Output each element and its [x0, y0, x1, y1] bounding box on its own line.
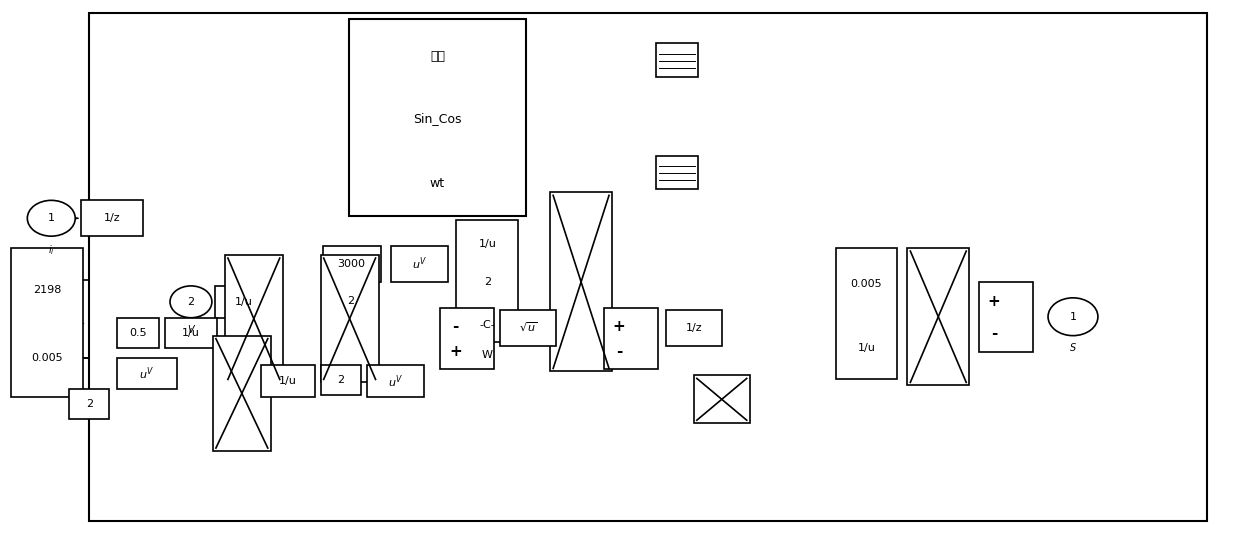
- Bar: [331, 286, 371, 316]
- Text: 2198: 2198: [33, 285, 62, 295]
- Text: 2: 2: [484, 277, 491, 287]
- Text: 1/u: 1/u: [279, 377, 296, 386]
- Text: 1/u: 1/u: [479, 239, 496, 249]
- Bar: [322, 246, 381, 282]
- Text: 1/u: 1/u: [182, 327, 200, 338]
- Bar: [321, 365, 361, 395]
- Ellipse shape: [1048, 298, 1097, 335]
- Text: 2: 2: [347, 296, 355, 306]
- Text: $u^V$: $u^V$: [139, 365, 155, 382]
- Ellipse shape: [27, 200, 76, 236]
- Text: 0.5: 0.5: [129, 327, 146, 338]
- Text: W: W: [482, 349, 492, 360]
- Text: 1/u: 1/u: [858, 342, 875, 353]
- Bar: [117, 318, 159, 348]
- Text: 2: 2: [187, 297, 195, 307]
- Bar: [11, 248, 83, 398]
- Bar: [656, 43, 698, 77]
- Bar: [666, 310, 722, 346]
- Text: -: -: [616, 344, 622, 359]
- Bar: [980, 282, 1033, 351]
- Text: 1/z: 1/z: [104, 213, 120, 223]
- Text: 3000: 3000: [337, 259, 366, 269]
- Text: 1: 1: [48, 213, 55, 223]
- Text: -: -: [453, 319, 459, 334]
- Bar: [456, 220, 518, 342]
- Bar: [69, 389, 109, 419]
- Bar: [694, 376, 750, 423]
- Bar: [165, 318, 217, 348]
- Text: Sin_Cos: Sin_Cos: [413, 112, 461, 125]
- Bar: [215, 286, 273, 318]
- Bar: [908, 248, 970, 385]
- Text: $u^V$: $u^V$: [412, 256, 427, 272]
- Text: 1: 1: [1069, 312, 1076, 322]
- Bar: [656, 156, 698, 189]
- Text: 频率: 频率: [430, 50, 445, 63]
- Bar: [81, 200, 143, 236]
- Ellipse shape: [170, 286, 212, 318]
- Bar: [836, 248, 898, 379]
- Text: -C-: -C-: [480, 320, 495, 330]
- Bar: [551, 193, 613, 371]
- Bar: [367, 365, 424, 398]
- Bar: [221, 489, 420, 494]
- Text: +: +: [449, 344, 461, 359]
- Bar: [391, 246, 449, 282]
- Text: $i_l$: $i_l$: [48, 243, 55, 257]
- Text: 2: 2: [86, 399, 93, 409]
- Bar: [260, 365, 315, 398]
- Text: 2: 2: [337, 376, 345, 385]
- Text: wt: wt: [430, 177, 445, 190]
- Text: V: V: [187, 325, 195, 335]
- Text: $u^V$: $u^V$: [388, 373, 403, 389]
- Text: S: S: [1070, 342, 1076, 353]
- Text: 0.005: 0.005: [851, 279, 882, 289]
- Bar: [348, 19, 526, 216]
- Text: +: +: [988, 294, 1001, 309]
- Text: -: -: [991, 326, 997, 341]
- Text: 1/u: 1/u: [234, 297, 253, 307]
- Text: 1/z: 1/z: [686, 323, 702, 333]
- Bar: [321, 255, 378, 383]
- Bar: [440, 308, 495, 370]
- Bar: [224, 255, 283, 383]
- Text: $\sqrt{u}$: $\sqrt{u}$: [518, 321, 538, 334]
- Bar: [213, 335, 270, 451]
- Bar: [117, 357, 177, 389]
- Text: +: +: [613, 319, 625, 334]
- Text: 0.005: 0.005: [31, 353, 63, 363]
- Bar: [500, 310, 557, 346]
- Bar: [604, 308, 658, 370]
